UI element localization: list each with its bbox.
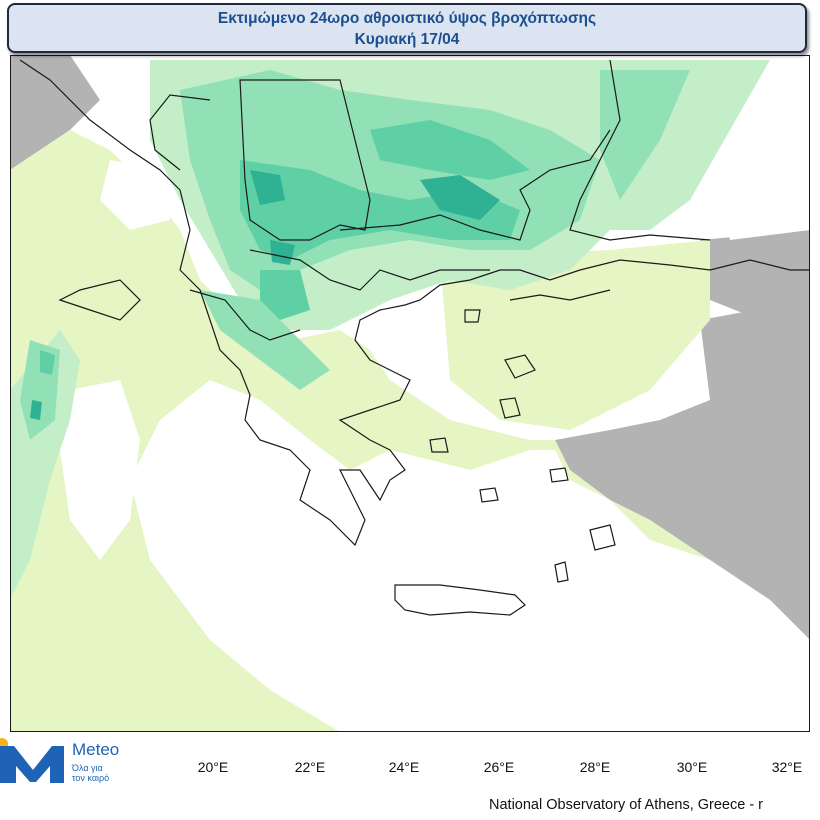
- coastlines-and-borders: [19, 59, 810, 616]
- meteo-logo-icon: [0, 738, 64, 783]
- rainfall-map: [4, 0, 810, 738]
- meteo-logo-tagline: Όλα για τον καιρό: [72, 763, 109, 783]
- very-high-rain-areas: [30, 170, 500, 420]
- x-tick-label: 22°E: [294, 759, 326, 775]
- x-tick-label: 26°E: [483, 759, 515, 775]
- meteo-logo-word: Meteo: [72, 740, 120, 759]
- high-rain-areas: [40, 120, 530, 375]
- x-tick-label: 24°E: [388, 759, 420, 775]
- x-tick-label: 28°E: [579, 759, 611, 775]
- meteo-logo: Meteo Όλα για τον καιρό: [0, 738, 140, 788]
- tagline-line-1: Όλα για: [72, 763, 103, 773]
- tagline-line-2: τον καιρό: [72, 773, 110, 783]
- map-canvas: [4, 55, 810, 738]
- x-tick-label: 32°E: [771, 759, 803, 775]
- x-tick-label: 30°E: [676, 759, 708, 775]
- map-title-box: Εκτιμώμενο 24ωρο αθροιστικό ύψος βροχόπτ…: [7, 3, 807, 53]
- map-title: Εκτιμώμενο 24ωρο αθροιστικό ύψος βροχόπτ…: [217, 10, 597, 27]
- x-tick-label: 20°E: [197, 759, 229, 775]
- source-credit: National Observatory of Athens, Greece -…: [489, 797, 764, 813]
- map-date: Κυριακή 17/04: [354, 31, 460, 48]
